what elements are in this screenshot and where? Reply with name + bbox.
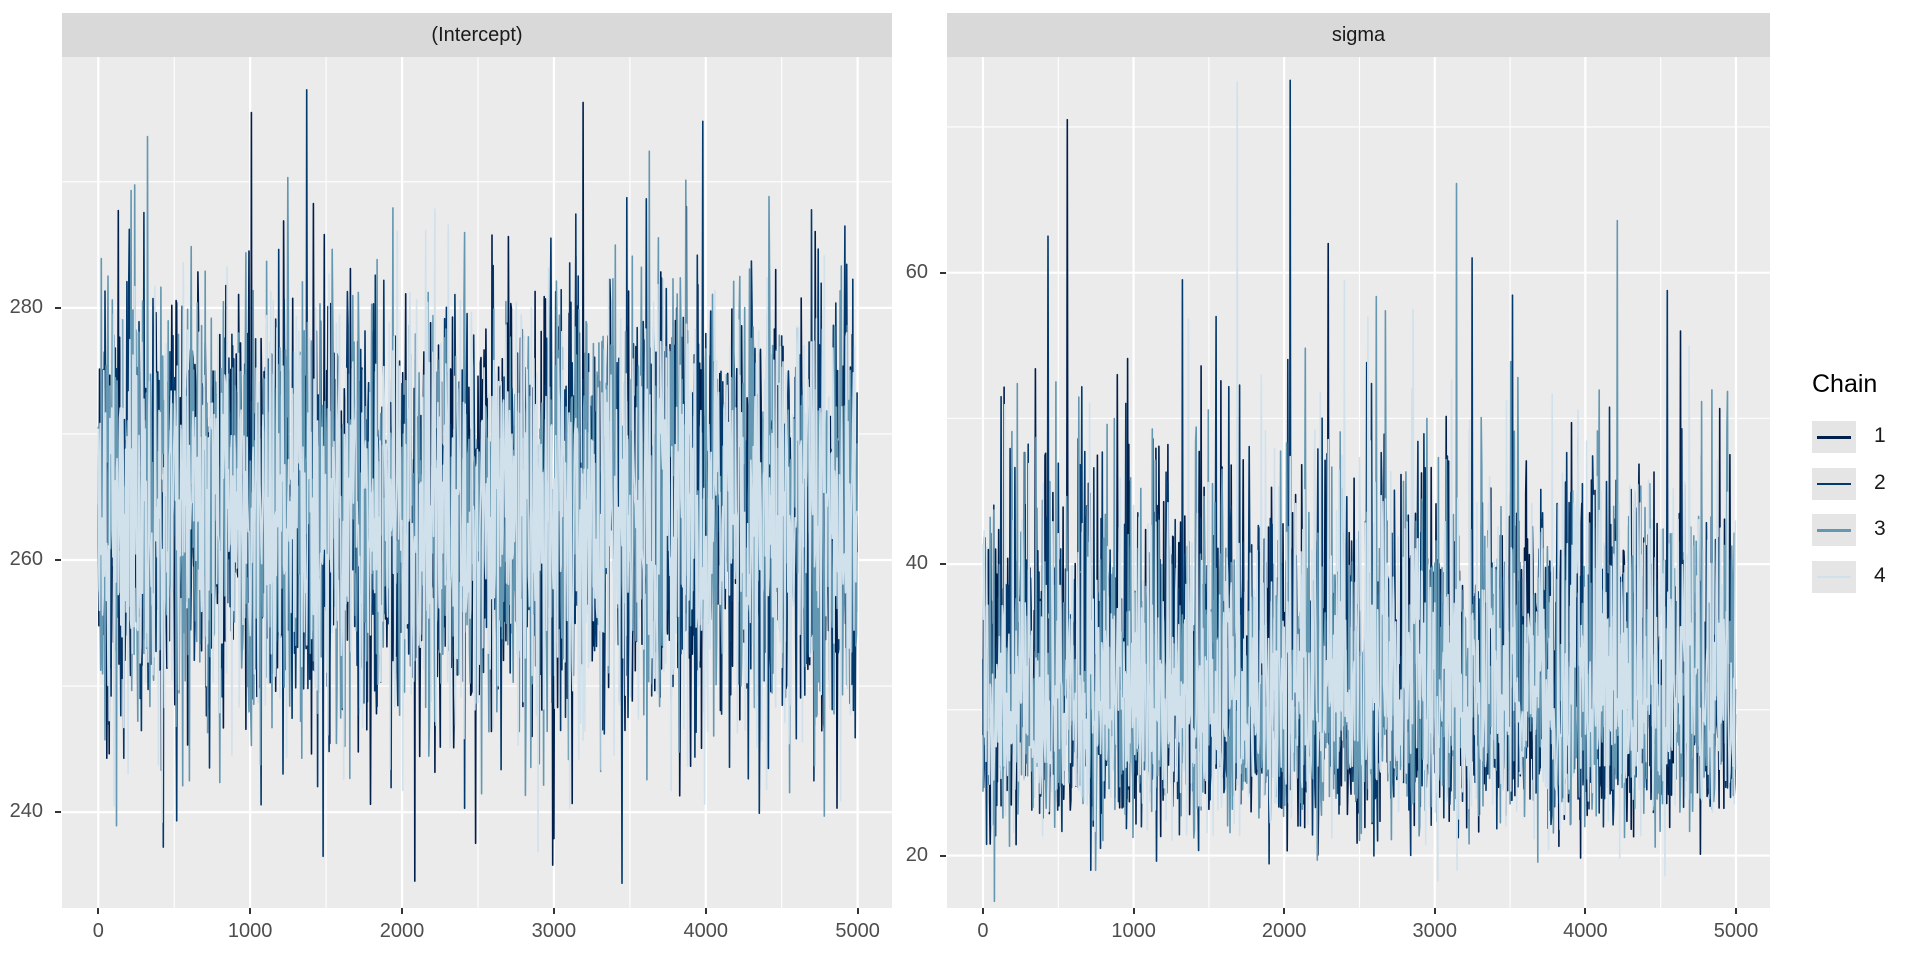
x-tick-label: 2000 bbox=[379, 920, 425, 942]
facet-strip-intercept: (Intercept) bbox=[62, 13, 892, 57]
facet-title-intercept: (Intercept) bbox=[431, 23, 523, 46]
x-tick-label: 4000 bbox=[1563, 920, 1608, 942]
legend-item-label: 4 bbox=[1874, 563, 1886, 587]
x-tick-label: 0 bbox=[977, 920, 989, 942]
y-tick-mark bbox=[55, 559, 61, 562]
legend-key bbox=[1812, 421, 1856, 453]
x-tick-mark bbox=[1132, 908, 1135, 914]
legend-item-chain-2: 2 bbox=[1812, 467, 1920, 500]
legend-item-label: 1 bbox=[1874, 424, 1886, 448]
x-tick-mark bbox=[856, 908, 859, 914]
y-tick-label: 20 bbox=[905, 843, 928, 866]
x-tick-mark bbox=[1734, 908, 1737, 914]
y-tick-label: 240 bbox=[9, 800, 43, 823]
y-tick-mark bbox=[940, 271, 946, 274]
trace-chain-4 bbox=[982, 81, 1737, 882]
trace-svg-0 bbox=[62, 57, 892, 908]
x-tick-label: 5000 bbox=[835, 920, 880, 942]
legend-item-label: 3 bbox=[1874, 517, 1886, 541]
trace-panel-sigma bbox=[947, 57, 1770, 908]
legend-title: Chain bbox=[1812, 370, 1878, 398]
x-tick-label: 1000 bbox=[227, 920, 273, 942]
legend-item-chain-1: 1 bbox=[1812, 421, 1920, 453]
x-tick-label: 5000 bbox=[1713, 920, 1759, 942]
legend-item-label: 2 bbox=[1874, 470, 1886, 494]
legend-key bbox=[1812, 467, 1856, 500]
x-tick-label: 3000 bbox=[1412, 920, 1458, 942]
legend-item-chain-4: 4 bbox=[1812, 560, 1920, 593]
x-tick-mark bbox=[249, 908, 252, 914]
x-tick-mark bbox=[1283, 908, 1286, 914]
y-tick-label: 280 bbox=[9, 295, 43, 318]
legend-key-line-icon bbox=[1817, 529, 1851, 532]
x-tick-label: 2000 bbox=[1261, 920, 1307, 942]
legend-key-line-icon bbox=[1817, 575, 1851, 578]
x-tick-label: 1000 bbox=[1111, 920, 1156, 942]
legend-key-line-icon bbox=[1817, 436, 1851, 439]
legend-item-chain-3: 3 bbox=[1812, 514, 1920, 546]
y-tick-label: 60 bbox=[905, 260, 928, 283]
x-tick-mark bbox=[552, 908, 555, 914]
trace-svg-1 bbox=[947, 57, 1770, 908]
x-tick-mark bbox=[1433, 908, 1436, 914]
y-tick-mark bbox=[55, 306, 61, 309]
facet-strip-sigma: sigma bbox=[947, 13, 1770, 57]
x-tick-mark bbox=[704, 908, 707, 914]
legend-key bbox=[1812, 560, 1856, 593]
facet-title-sigma: sigma bbox=[1331, 23, 1386, 46]
x-tick-mark bbox=[981, 908, 984, 914]
legend-key-line-icon bbox=[1817, 482, 1851, 485]
x-tick-label: 0 bbox=[92, 920, 104, 942]
x-tick-mark bbox=[401, 908, 404, 914]
x-tick-mark bbox=[97, 908, 100, 914]
x-tick-mark bbox=[1584, 908, 1587, 914]
x-tick-label: 4000 bbox=[683, 920, 729, 942]
trace-panel-intercept bbox=[62, 57, 892, 908]
y-tick-mark bbox=[55, 811, 61, 814]
legend-key bbox=[1812, 514, 1856, 546]
y-tick-label: 40 bbox=[905, 552, 928, 575]
y-tick-mark bbox=[940, 854, 946, 857]
trace-chain-4 bbox=[97, 208, 858, 853]
y-tick-label: 260 bbox=[9, 548, 43, 571]
x-tick-label: 3000 bbox=[531, 920, 577, 942]
y-tick-mark bbox=[940, 563, 946, 566]
